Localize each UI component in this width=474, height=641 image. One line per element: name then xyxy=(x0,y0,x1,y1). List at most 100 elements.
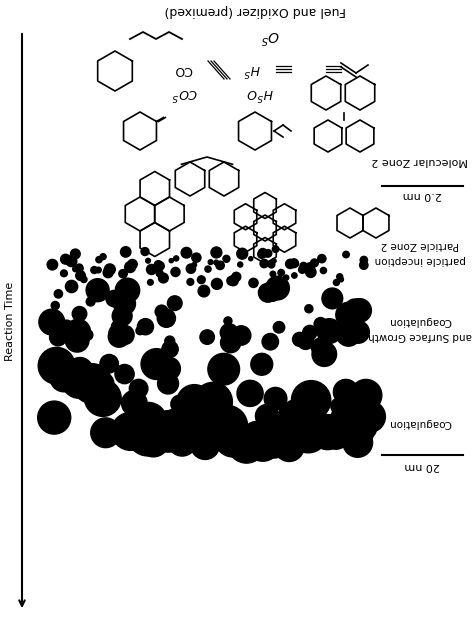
Circle shape xyxy=(216,261,224,270)
Circle shape xyxy=(228,425,265,463)
Text: $O^S$: $O^S$ xyxy=(260,27,280,46)
Circle shape xyxy=(146,258,150,263)
Circle shape xyxy=(249,278,258,287)
Circle shape xyxy=(337,322,361,346)
Text: CO: CO xyxy=(173,63,192,76)
Circle shape xyxy=(344,299,366,321)
Circle shape xyxy=(258,249,267,258)
Circle shape xyxy=(91,267,98,274)
Circle shape xyxy=(237,248,248,259)
Circle shape xyxy=(183,412,218,446)
Circle shape xyxy=(292,333,307,346)
Circle shape xyxy=(38,401,71,434)
Circle shape xyxy=(121,390,147,416)
Circle shape xyxy=(224,317,232,325)
Text: Molecular Zone 2: Molecular Zone 2 xyxy=(372,156,468,166)
Circle shape xyxy=(246,426,280,462)
Circle shape xyxy=(119,269,127,278)
Circle shape xyxy=(72,363,112,403)
Circle shape xyxy=(318,254,326,263)
Circle shape xyxy=(138,426,169,457)
Circle shape xyxy=(343,428,373,457)
Circle shape xyxy=(81,276,87,283)
Circle shape xyxy=(75,264,83,272)
Circle shape xyxy=(312,342,337,367)
Circle shape xyxy=(269,281,285,297)
Circle shape xyxy=(76,271,85,281)
Circle shape xyxy=(186,264,196,273)
Circle shape xyxy=(200,330,214,344)
Circle shape xyxy=(228,276,238,286)
Circle shape xyxy=(193,422,222,451)
Circle shape xyxy=(336,303,361,328)
Circle shape xyxy=(62,365,96,398)
Circle shape xyxy=(322,288,343,309)
Circle shape xyxy=(141,247,149,256)
Circle shape xyxy=(232,272,241,281)
Circle shape xyxy=(243,421,271,449)
Circle shape xyxy=(193,383,232,421)
Circle shape xyxy=(211,278,222,289)
Circle shape xyxy=(91,418,120,447)
Circle shape xyxy=(330,398,378,446)
Circle shape xyxy=(290,259,299,268)
Circle shape xyxy=(231,326,251,345)
Circle shape xyxy=(92,372,114,394)
Circle shape xyxy=(86,297,95,306)
Circle shape xyxy=(305,304,313,313)
Circle shape xyxy=(354,401,385,433)
Circle shape xyxy=(165,336,175,346)
Circle shape xyxy=(155,262,164,271)
Circle shape xyxy=(205,266,211,272)
Text: particle inception: particle inception xyxy=(374,255,465,265)
Circle shape xyxy=(146,265,156,274)
Circle shape xyxy=(104,264,115,275)
Circle shape xyxy=(339,277,344,282)
Circle shape xyxy=(294,262,299,266)
Circle shape xyxy=(183,408,201,426)
Circle shape xyxy=(276,399,324,447)
Circle shape xyxy=(112,306,132,326)
Circle shape xyxy=(177,385,212,420)
Circle shape xyxy=(109,326,123,339)
Circle shape xyxy=(227,277,233,283)
Circle shape xyxy=(214,260,219,265)
Text: Coagulation: Coagulation xyxy=(389,316,451,326)
Circle shape xyxy=(310,259,319,267)
Circle shape xyxy=(61,270,67,277)
Circle shape xyxy=(220,324,238,342)
Circle shape xyxy=(125,262,136,272)
Circle shape xyxy=(148,417,173,442)
Circle shape xyxy=(265,276,289,300)
Circle shape xyxy=(82,329,93,340)
Circle shape xyxy=(115,278,140,303)
Circle shape xyxy=(162,313,173,324)
Circle shape xyxy=(292,273,297,278)
Circle shape xyxy=(255,420,291,457)
Circle shape xyxy=(227,277,235,285)
Circle shape xyxy=(71,249,80,259)
Circle shape xyxy=(211,247,222,258)
Circle shape xyxy=(198,276,205,283)
Circle shape xyxy=(360,256,367,263)
Circle shape xyxy=(298,333,314,349)
Text: 2.0 nm: 2.0 nm xyxy=(402,190,442,200)
Circle shape xyxy=(251,353,273,375)
Circle shape xyxy=(115,419,144,449)
Circle shape xyxy=(258,251,265,258)
Circle shape xyxy=(141,349,172,379)
Circle shape xyxy=(156,270,163,277)
Circle shape xyxy=(249,256,253,261)
Text: Reaction Time: Reaction Time xyxy=(5,281,15,361)
Circle shape xyxy=(333,279,339,285)
Circle shape xyxy=(158,273,168,283)
Circle shape xyxy=(51,301,59,310)
Circle shape xyxy=(137,319,154,335)
Circle shape xyxy=(348,299,372,322)
Circle shape xyxy=(108,326,129,347)
Circle shape xyxy=(129,403,167,440)
Circle shape xyxy=(331,398,347,414)
Circle shape xyxy=(158,357,181,380)
Circle shape xyxy=(61,254,71,264)
Circle shape xyxy=(182,417,216,450)
